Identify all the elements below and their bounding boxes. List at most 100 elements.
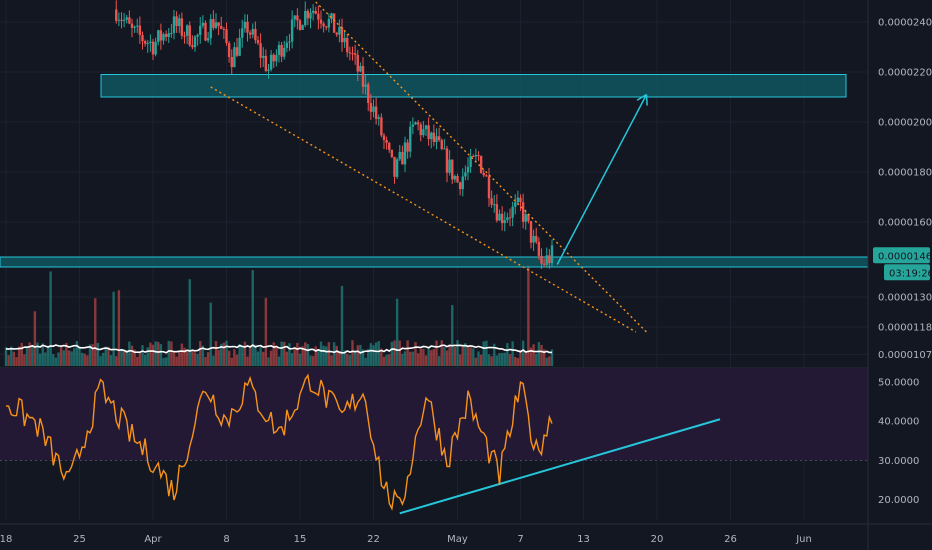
candle-body [251, 28, 254, 35]
candle-body [527, 214, 530, 222]
volume-bar [490, 356, 493, 366]
volume-bar [141, 345, 144, 366]
volume-bar [435, 340, 438, 366]
volume-bar [91, 344, 94, 366]
volume-bar [493, 343, 496, 366]
candle-body [435, 136, 438, 142]
candle-body [283, 48, 286, 57]
volume-bar [335, 345, 338, 366]
volume-bar [28, 342, 31, 366]
volume-bar [130, 345, 134, 366]
rsi-trendline[interactable] [399, 418, 721, 515]
drawings[interactable] [210, 1, 721, 515]
candle-body [183, 35, 186, 37]
candle-body [143, 41, 147, 44]
candle-body [338, 27, 341, 35]
candle-body [222, 28, 226, 30]
volume-bar [519, 349, 522, 366]
candle-body [521, 202, 525, 222]
rsi-band [0, 368, 868, 461]
candle-body [151, 41, 155, 55]
volume-bar [49, 271, 52, 366]
candle-body [424, 125, 428, 130]
candle-body [458, 182, 462, 190]
volume-bar [304, 342, 307, 366]
candle-body [248, 32, 252, 35]
volume-bar [175, 356, 178, 366]
candle-body [395, 159, 399, 177]
volume-bar [348, 355, 352, 366]
volume-bar [65, 342, 68, 366]
time-tick-label: 8 [223, 534, 229, 545]
volume-bar [325, 346, 328, 366]
volume-bar [474, 357, 478, 366]
candle-body [175, 16, 178, 27]
volume-bar [20, 342, 23, 366]
candle-body [369, 102, 373, 112]
candle-body [485, 175, 488, 177]
volume-bar [128, 341, 131, 366]
volume-bar [107, 346, 110, 366]
volume-bar [353, 350, 357, 366]
candle-body [314, 10, 317, 14]
candle-body [277, 44, 281, 55]
candle-body [311, 10, 315, 13]
candle-body [172, 16, 176, 34]
time-tick-label: 22 [367, 534, 380, 545]
candle-body [432, 132, 436, 142]
volume-bar [343, 350, 346, 366]
volume-bar [80, 352, 84, 366]
volume-bar [193, 352, 197, 366]
resistance-zone[interactable] [100, 74, 847, 98]
volume-bar [209, 302, 212, 366]
candle-body [164, 34, 168, 37]
volume-bar [427, 348, 430, 366]
candle-body [498, 213, 501, 221]
volume-bar [351, 340, 354, 366]
candle-body [430, 132, 433, 140]
volume-bar [133, 349, 136, 366]
projection-arrow[interactable] [556, 94, 648, 265]
candle-body [280, 44, 283, 57]
candle-body [138, 25, 142, 35]
candle-body [298, 20, 302, 30]
volume-bar [293, 347, 296, 366]
volume-bar [12, 351, 16, 366]
candle-body [487, 176, 491, 199]
volume-bar [479, 354, 483, 366]
volume-bar [199, 341, 202, 366]
volume-bar [52, 354, 55, 366]
candle-body [262, 55, 265, 58]
volume-bar [369, 343, 373, 366]
volume-bar [117, 290, 121, 366]
volume-bar [277, 356, 281, 366]
volume-bar [23, 354, 26, 366]
volume-bar [149, 342, 152, 366]
volume-bar [327, 342, 331, 366]
volume-ma-line [5, 344, 553, 354]
volume-bar [159, 344, 163, 366]
volume-bar [101, 352, 105, 366]
support-zone[interactable] [0, 256, 869, 268]
volume-bar [233, 349, 236, 366]
volume-bar [511, 341, 514, 366]
volume-bar [167, 340, 170, 366]
candle-body [288, 41, 291, 43]
candle-body [409, 126, 412, 152]
candle-body [141, 34, 144, 42]
volume-bar [7, 355, 10, 366]
volume-bar [94, 298, 97, 366]
candle-body [453, 175, 457, 180]
candle-body [128, 17, 131, 24]
volume-bar [440, 340, 443, 366]
volume-bar [482, 341, 485, 366]
volume-bar [54, 357, 58, 366]
candle-body [130, 23, 134, 28]
volume-bar [403, 351, 407, 366]
volume-bar [430, 350, 433, 366]
channel-lower-line[interactable] [210, 86, 637, 333]
candle-body [445, 148, 449, 173]
